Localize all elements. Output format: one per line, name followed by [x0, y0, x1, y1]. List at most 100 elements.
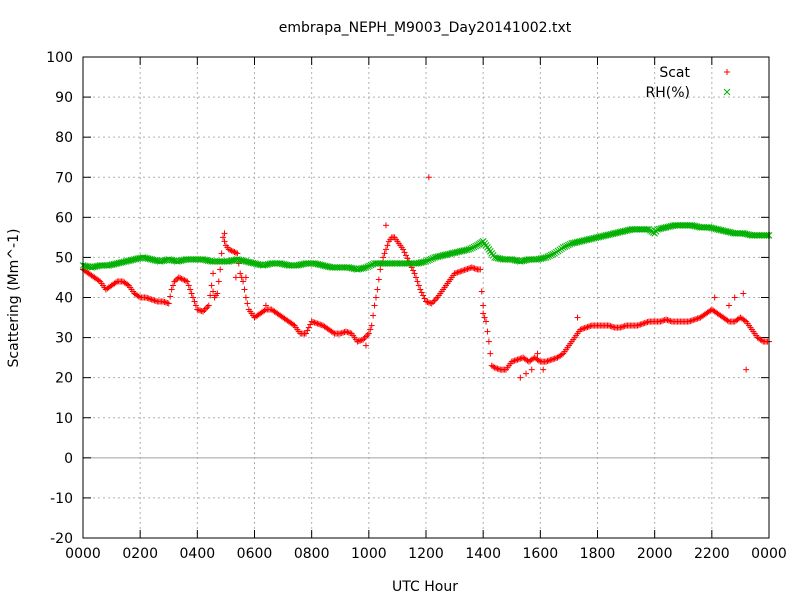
scat-point — [372, 294, 379, 301]
scat-point — [307, 321, 314, 328]
scat-point — [693, 316, 700, 323]
scat-point — [578, 326, 585, 333]
scat-point — [228, 247, 235, 254]
scat-point — [354, 338, 361, 345]
scat-point — [160, 298, 167, 305]
scat-point — [135, 293, 142, 300]
scat-point — [311, 319, 318, 326]
scat-point — [261, 307, 268, 314]
scat-point — [617, 324, 624, 331]
scat-point — [418, 289, 425, 296]
scat-point — [454, 269, 461, 276]
scat-point — [230, 248, 237, 255]
scat-point — [453, 269, 460, 276]
scat-point — [290, 321, 297, 328]
scat-point — [688, 317, 695, 324]
scat-point — [192, 302, 199, 309]
rh-series — [79, 221, 773, 273]
y-tick-label: 50 — [55, 250, 73, 266]
scat-point — [178, 275, 185, 282]
y-tick-label: 0 — [64, 451, 73, 467]
scat-point — [420, 292, 427, 299]
legend-scat-label: Scat — [659, 65, 690, 81]
scat-point — [581, 325, 588, 332]
scat-point — [314, 320, 321, 327]
scat-point — [337, 330, 344, 337]
scat-point — [461, 266, 468, 273]
scat-point — [514, 356, 521, 363]
scat-point — [637, 321, 644, 328]
rh-point — [366, 262, 373, 270]
scat-point — [165, 300, 172, 307]
scat-point — [608, 323, 615, 330]
scat-point — [480, 302, 487, 309]
scat-point — [188, 290, 195, 297]
scat-point — [164, 300, 171, 307]
scat-point — [548, 356, 555, 363]
scat-point — [181, 277, 188, 284]
scat-point — [124, 281, 131, 288]
scat-point — [464, 265, 471, 272]
scat-point — [175, 274, 182, 281]
y-tick-label: 20 — [55, 371, 73, 387]
scat-point — [685, 318, 692, 325]
scat-point — [190, 294, 197, 301]
x-tick-label: 0600 — [237, 546, 273, 562]
scat-point — [262, 302, 269, 309]
scat-point — [112, 279, 119, 286]
scat-point — [463, 266, 470, 273]
scat-point — [147, 296, 154, 303]
scat-point — [305, 324, 312, 331]
scat-point — [471, 265, 478, 272]
scat-point — [640, 320, 647, 327]
scat-point — [470, 264, 477, 271]
scat-point — [377, 266, 384, 273]
x-tick-label: 0000 — [751, 546, 787, 562]
scat-point — [217, 266, 224, 273]
scat-point — [607, 323, 614, 330]
scat-point — [371, 302, 378, 309]
scat-point — [185, 282, 192, 289]
scat-point — [191, 298, 198, 305]
scat-point — [310, 319, 317, 326]
scat-point — [167, 293, 174, 300]
rh-point — [563, 242, 570, 250]
scat-point — [401, 249, 408, 256]
x-tick-label: 2000 — [637, 546, 673, 562]
scat-point — [148, 296, 155, 303]
legend-rh-marker-shape — [723, 88, 731, 96]
x-tick-label: 0200 — [122, 546, 158, 562]
scat-point — [421, 295, 428, 302]
scat-point — [425, 174, 432, 181]
scat-point — [172, 277, 179, 284]
rh-point — [546, 252, 553, 260]
scat-point — [513, 357, 520, 364]
scat-point — [460, 267, 467, 274]
scat-point — [144, 295, 151, 302]
legend: Scat RH(%) — [646, 65, 731, 101]
scat-point — [451, 270, 458, 277]
scat-point — [142, 294, 149, 301]
scat-point — [162, 299, 169, 306]
scat-point — [468, 264, 475, 271]
scat-point — [583, 324, 590, 331]
scat-point — [687, 318, 694, 325]
scat-point — [544, 358, 551, 365]
x-tick-label: 1000 — [351, 546, 387, 562]
scat-point — [620, 323, 627, 330]
scat-point — [205, 302, 212, 309]
scat-point — [587, 323, 594, 330]
rh-point — [559, 244, 567, 251]
scat-point — [741, 317, 748, 324]
scat-point — [584, 324, 591, 331]
scat-point — [227, 247, 234, 254]
scat-point — [725, 302, 732, 309]
rh-point — [468, 244, 476, 252]
scat-point — [621, 323, 628, 330]
scat-point — [357, 337, 364, 344]
scat-point — [375, 276, 382, 283]
scat-point — [382, 246, 389, 253]
y-tick-label: -10 — [50, 491, 73, 507]
y-tick-labels: -20 -10 0 10 20 30 40 50 60 70 80 90 100 — [46, 50, 73, 547]
